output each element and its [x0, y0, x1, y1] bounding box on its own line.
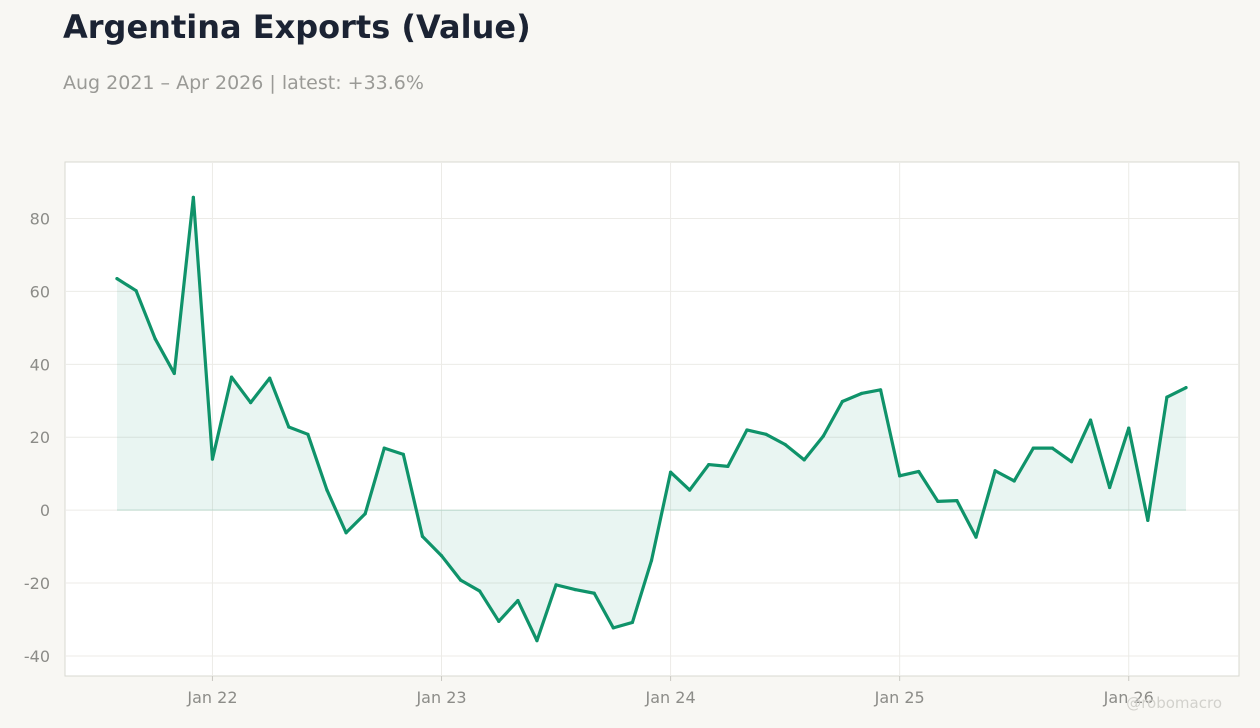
y-tick-label: 0 [40, 501, 50, 520]
data-point [1108, 485, 1112, 490]
data-point [993, 469, 997, 473]
data-point [401, 452, 405, 456]
data-point [668, 470, 673, 474]
data-point [974, 535, 978, 539]
data-point [878, 388, 883, 392]
data-point [840, 399, 844, 404]
data-point [306, 432, 310, 436]
data-point [554, 583, 558, 587]
data-point [268, 376, 272, 380]
data-point [459, 578, 463, 582]
data-point [325, 488, 329, 492]
data-point [516, 598, 520, 603]
data-point [1184, 386, 1188, 390]
watermark: @robomacro [1126, 694, 1222, 712]
x-tick-label: Jan 26 [1103, 688, 1154, 707]
data-point [688, 488, 692, 492]
data-point [821, 434, 825, 438]
series-area [117, 197, 1186, 641]
data-point [1050, 446, 1054, 450]
data-point [898, 474, 902, 478]
data-point [1069, 460, 1074, 464]
data-point [210, 457, 215, 461]
data-point [917, 469, 921, 474]
data-point [649, 558, 654, 563]
data-point [153, 337, 157, 341]
y-tick-label: -40 [24, 647, 50, 666]
data-point [172, 371, 176, 376]
data-point [420, 534, 425, 538]
data-point [115, 277, 119, 281]
data-point [745, 428, 749, 432]
data-point [707, 462, 711, 467]
data-point [955, 499, 959, 503]
data-point [726, 464, 730, 468]
data-point [363, 512, 367, 516]
data-point [1088, 418, 1093, 422]
data-point [859, 391, 864, 396]
y-tick-label: -20 [24, 574, 50, 593]
data-point [1146, 518, 1150, 522]
data-point [611, 626, 615, 630]
data-point [1127, 426, 1131, 430]
data-point [439, 554, 444, 558]
y-tick-label: 40 [30, 355, 50, 374]
data-point [249, 401, 253, 405]
data-point [191, 195, 195, 199]
data-point [573, 588, 577, 592]
x-tick-label: Jan 25 [874, 688, 925, 707]
data-point [1031, 446, 1035, 450]
data-point [630, 620, 635, 625]
data-point [936, 499, 940, 503]
data-point [535, 639, 539, 643]
y-tick-label: 20 [30, 428, 50, 447]
data-point [344, 531, 348, 535]
plot-area [64, 161, 1240, 677]
y-tick-label: 80 [30, 210, 50, 229]
data-point [783, 442, 787, 447]
data-point [134, 289, 138, 293]
data-point [229, 375, 234, 379]
chart-subtitle: Aug 2021 – Apr 2026 | latest: +33.6% [63, 72, 424, 94]
data-point [1012, 479, 1016, 483]
data-point [764, 432, 768, 436]
data-point [802, 458, 806, 462]
x-tick-label: Jan 23 [415, 688, 466, 707]
data-point [287, 425, 291, 429]
x-tick-label: Jan 22 [186, 688, 237, 707]
data-point [478, 589, 482, 593]
data-point [382, 446, 386, 450]
data-point [1165, 395, 1169, 399]
data-point [497, 619, 501, 623]
y-tick-label: 60 [30, 282, 50, 301]
data-point [592, 591, 596, 595]
x-tick-label: Jan 24 [645, 688, 696, 707]
chart-title: Argentina Exports (Value) [63, 8, 531, 46]
